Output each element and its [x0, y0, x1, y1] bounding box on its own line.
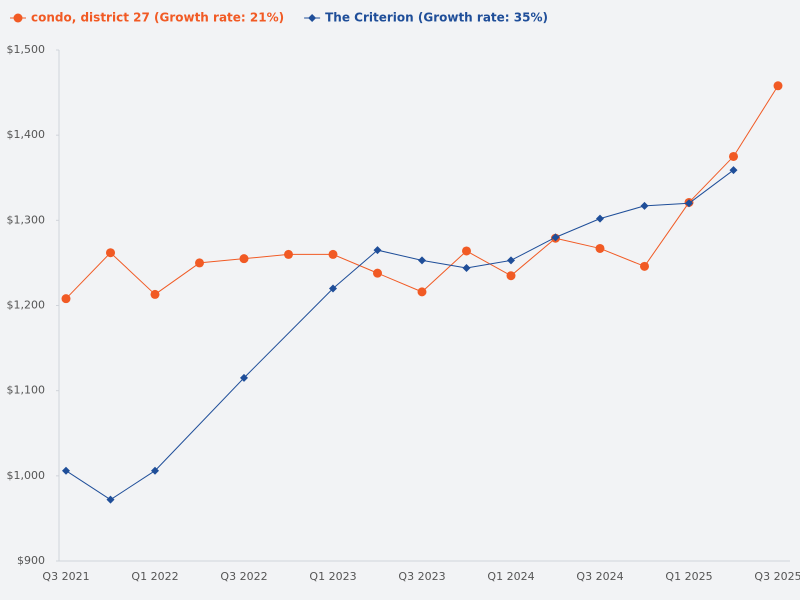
line-segment — [421, 259, 467, 269]
point — [284, 249, 293, 259]
point — [417, 287, 427, 297]
line-segment — [243, 253, 289, 260]
point — [640, 261, 649, 271]
line-segment — [110, 252, 156, 295]
point — [596, 214, 604, 223]
line-segment — [599, 205, 645, 220]
point — [729, 151, 738, 161]
point — [595, 243, 605, 253]
line-segment — [154, 377, 245, 472]
point — [506, 271, 516, 281]
y-tick-label: $1,400 — [7, 128, 46, 141]
x-tick-label: Q3 2021 — [42, 570, 89, 583]
y-tick-label: $900 — [17, 554, 45, 567]
x-tick-label: Q3 2025 — [754, 570, 800, 583]
x-tick-label: Q3 2023 — [398, 570, 445, 583]
line-segment — [199, 258, 245, 264]
line-segment — [688, 169, 734, 204]
line-segment — [377, 249, 423, 261]
point — [551, 233, 560, 242]
point — [773, 81, 783, 91]
line-segment — [110, 470, 156, 501]
point — [329, 284, 337, 293]
point — [729, 166, 738, 175]
line-segment — [555, 218, 601, 238]
line-segment — [644, 202, 690, 207]
x-tick-label: Q3 2022 — [220, 570, 267, 583]
x-tick-label: Q1 2023 — [309, 570, 356, 583]
line-segment — [466, 259, 512, 269]
point — [640, 201, 649, 210]
point — [373, 268, 382, 278]
y-tick-label: $1,100 — [7, 384, 46, 397]
line-segment — [154, 262, 200, 295]
line-segment — [599, 247, 645, 267]
point — [308, 14, 317, 22]
line-segment — [644, 202, 690, 267]
point — [150, 289, 160, 299]
x-tick-label: Q3 2024 — [576, 570, 623, 583]
x-tick-label: Q1 2022 — [131, 570, 178, 583]
y-tick-label: $1,500 — [7, 43, 46, 56]
line-segment — [377, 272, 423, 293]
point — [13, 13, 23, 23]
legend-label: The Criterion (Growth rate: 35%) — [325, 11, 548, 25]
point — [685, 199, 693, 208]
point — [62, 466, 70, 475]
y-tick-label: $1,300 — [7, 213, 46, 226]
point — [240, 373, 248, 382]
point — [328, 249, 338, 259]
line-segment — [688, 156, 734, 203]
point — [61, 294, 71, 304]
line-segment — [243, 288, 334, 379]
point — [507, 256, 515, 265]
line-segment — [733, 85, 779, 157]
y-tick-label: $1,200 — [7, 299, 46, 312]
line-segment — [332, 249, 378, 289]
point — [373, 246, 382, 255]
y-tick-label: $1,000 — [7, 469, 46, 482]
line-segment — [510, 236, 556, 261]
point — [239, 254, 249, 264]
x-tick-label: Q1 2025 — [665, 570, 712, 583]
point — [151, 466, 159, 475]
line-segment — [332, 253, 378, 274]
line-segment — [466, 250, 512, 277]
point — [462, 246, 471, 256]
line-segment — [510, 237, 556, 277]
point — [106, 495, 115, 504]
point — [418, 256, 426, 265]
line-segment — [421, 250, 467, 293]
x-tick-label: Q1 2024 — [487, 570, 534, 583]
point — [462, 264, 471, 273]
line-segment — [65, 470, 111, 501]
point — [106, 248, 115, 258]
legend-label: condo, district 27 (Growth rate: 21%) — [31, 11, 284, 25]
point — [195, 258, 204, 268]
line-segment — [65, 252, 111, 300]
line-segment — [555, 237, 601, 249]
